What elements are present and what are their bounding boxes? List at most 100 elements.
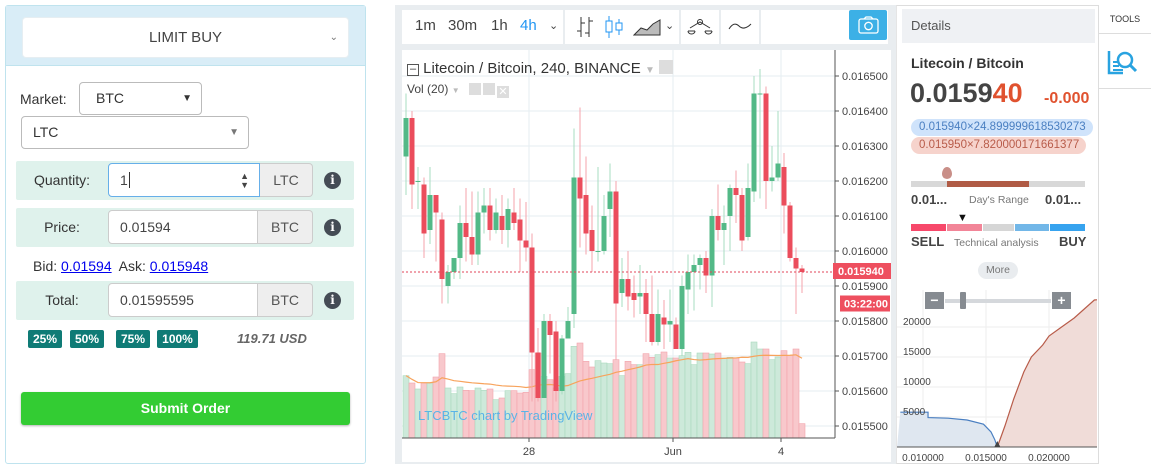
more-button[interactable]: More [978, 262, 1018, 279]
candle-body [577, 177, 583, 199]
sell-label: SELL [911, 234, 945, 249]
countdown-label: 03:22:00 [844, 299, 888, 311]
bid-ask-line: Bid: 0.01594 Ask: 0.015948 [33, 258, 208, 274]
order-type-select[interactable]: LIMIT BUY ⌄ [22, 17, 349, 58]
zoom-slider-handle[interactable] [960, 292, 966, 309]
caret-down-icon[interactable]: ▼ [451, 86, 460, 95]
details-tool-button[interactable] [1099, 34, 1151, 89]
volume-bar [690, 364, 698, 439]
collapse-icon[interactable]: – [407, 64, 419, 76]
candle-body [421, 184, 427, 234]
caret-down-icon[interactable]: ▼ [644, 65, 655, 76]
volume-bar [654, 354, 662, 439]
price-row: Price: 0.01594 BTC i [16, 208, 354, 247]
volume-bar [408, 382, 416, 439]
gear-icon[interactable] [482, 83, 495, 95]
range-marker-icon [942, 167, 952, 179]
candle-body [523, 240, 529, 248]
candle-body [733, 188, 739, 195]
zoom-in-button[interactable]: + [1052, 292, 1071, 309]
total-unit: BTC [258, 283, 313, 317]
percent-75-button[interactable]: 75% [116, 330, 150, 348]
interval-30m[interactable]: 30m [448, 17, 478, 34]
candle-body [583, 195, 589, 234]
percent-100-button[interactable]: 100% [157, 330, 198, 348]
candle-body [595, 251, 601, 252]
market-select[interactable]: BTC ▼ [79, 82, 202, 115]
volume-bar [726, 357, 734, 439]
close-icon[interactable]: ✕ [496, 86, 509, 98]
coin-select[interactable]: LTC ▼ [21, 116, 249, 149]
eye-icon[interactable] [659, 60, 674, 74]
countdown-badge [840, 295, 890, 312]
volume-bar [648, 357, 656, 439]
total-input[interactable]: 0.01595595 [108, 283, 258, 317]
volume-bar [702, 352, 710, 439]
indicators-icon[interactable] [728, 18, 752, 34]
interval-4h[interactable]: 4h [520, 17, 537, 34]
percent-50-button[interactable]: 50% [70, 330, 104, 348]
volume-ma-line [405, 354, 803, 389]
percent-25-button[interactable]: 25% [28, 330, 62, 348]
volume-bar [798, 423, 806, 439]
buy-label: BUY [1059, 234, 1087, 249]
zoom-slider-track[interactable] [945, 299, 1051, 303]
price-input[interactable]: 0.01594 [108, 210, 258, 244]
eye-icon[interactable] [468, 83, 481, 95]
chart-legend: – Litecoin / Bitcoin, 240, BINANCE ▼ [407, 60, 674, 77]
spinner-icon[interactable]: ▲ ▼ [240, 171, 249, 190]
candle-body [487, 205, 493, 230]
candle-body [457, 223, 463, 258]
candle-body [643, 293, 649, 314]
x-tick-label: 28 [523, 446, 535, 458]
technical-pointer-icon: ▼ [957, 212, 968, 224]
compare-icon[interactable] [687, 14, 713, 40]
price-label: Price: [44, 219, 80, 235]
snapshot-button[interactable] [849, 10, 887, 40]
interval-1m[interactable]: 1m [415, 17, 436, 34]
last-price: 0.015940 [910, 78, 1023, 109]
candle-body [403, 118, 409, 157]
tradingview-watermark[interactable]: LTCBTC chart by TradingView [418, 408, 593, 423]
tools-sidebar: TOOLS [1098, 5, 1151, 464]
zoom-out-button[interactable]: − [925, 292, 944, 309]
chart-pane[interactable]: 0.016500 0.016400 0.016300 0.016200 0.016100… [402, 50, 891, 462]
interval-dropdown-icon[interactable]: ⌄ [549, 20, 559, 32]
candle-body [739, 195, 745, 241]
candle-body [493, 212, 499, 230]
volume-bar [708, 353, 716, 439]
candle-body [559, 338, 565, 391]
bid-link[interactable]: 0.01594 [61, 258, 112, 274]
candle-body [565, 321, 571, 339]
candles-icon[interactable] [604, 15, 624, 39]
volume-bar [630, 364, 638, 439]
info-icon[interactable]: i [324, 292, 341, 309]
asks-area [997, 299, 1097, 447]
chart-type-dropdown-icon[interactable]: ⌄ [665, 20, 675, 32]
bids-line [900, 411, 998, 448]
interval-1h[interactable]: 1h [491, 17, 508, 34]
volume-bar [732, 357, 740, 439]
candle-body [679, 286, 685, 349]
chevron-down-icon: ⌄ [329, 32, 338, 43]
y-tick-label: 0.016400 [842, 106, 888, 118]
bar-chart-icon[interactable] [575, 15, 595, 39]
info-icon[interactable]: i [324, 172, 341, 189]
depth-y-tick-label: 15000 [903, 347, 931, 358]
volume-bar [576, 342, 584, 439]
y-tick-label: 0.015500 [842, 421, 888, 433]
candlestick-chart[interactable]: 0.016500 0.016400 0.016300 0.016200 0.016100… [402, 50, 891, 462]
chart-toolbar [402, 10, 888, 44]
caret-down-icon: ▼ [182, 93, 192, 104]
candle-body [601, 216, 607, 251]
ask-link[interactable]: 0.015948 [149, 258, 209, 274]
quantity-label: Quantity: [33, 172, 91, 188]
volume-bar [660, 351, 668, 439]
depth-chart[interactable]: 20000 15000 10000 5000 0.010000 0.015000 0.020… [897, 285, 1097, 464]
area-chart-icon[interactable] [633, 17, 661, 37]
quantity-input[interactable]: 1 ▲ ▼ [108, 163, 260, 197]
candle-body [661, 317, 667, 325]
submit-order-button[interactable]: Submit Order [21, 392, 350, 425]
candle-body [415, 181, 421, 182]
info-icon[interactable]: i [324, 219, 341, 236]
